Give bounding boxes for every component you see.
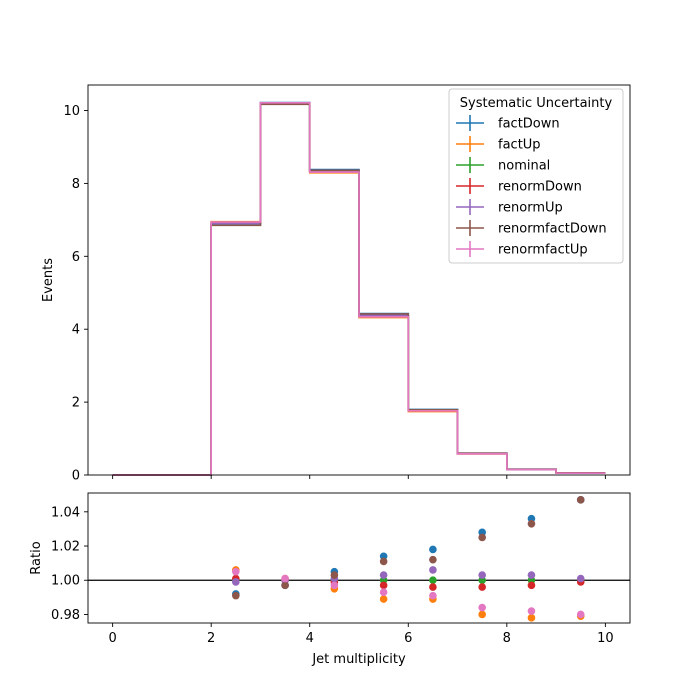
- main-panel: 0 2 4 6 8 10 Events Systematic Uncertainty factD…: [41, 84, 631, 484]
- ratio-point-renormfactUp: [527, 607, 536, 615]
- ratio-point-renormfactDown: [281, 581, 289, 590]
- ratio-point-factUp: [527, 614, 536, 622]
- ratio-ytick-label: 1.04: [51, 505, 80, 520]
- ratio-xtick-label: 6: [404, 631, 412, 646]
- legend: Systematic Uncertainty factDown factUp nomi…: [448, 88, 624, 264]
- histogram-step-renormfactUp: [112, 102, 606, 476]
- ratio-point-renormUp: [379, 571, 388, 579]
- ratio-xtick-label: 10: [597, 631, 614, 646]
- ratio-point-renormUp: [576, 574, 585, 583]
- legend-label-renormfactDown: renormfactDown: [498, 222, 607, 237]
- ratio-point-nominal: [429, 576, 437, 585]
- ratio-point-renormUp: [527, 571, 536, 579]
- ratio-point-renormfactDown: [379, 557, 388, 566]
- main-ytick-label: 8: [72, 177, 80, 192]
- legend-title: Systematic Uncertainty: [460, 96, 613, 111]
- ratio-point-renormDown: [379, 581, 388, 590]
- ratio-point-renormUp: [232, 578, 240, 586]
- main-axes-frame: [87, 84, 631, 476]
- ratio-ytick-label: 1.00: [51, 574, 80, 589]
- ratio-point-renormfactDown: [527, 519, 536, 528]
- ratio-point-renormfactUp: [576, 610, 585, 619]
- ratio-point-renormUp: [429, 566, 437, 574]
- main-ytick-label: 2: [72, 396, 80, 411]
- legend-label-factDown: factDown: [498, 117, 560, 132]
- ratio-point-renormDown: [429, 583, 437, 591]
- ratio-point-renormfactDown: [478, 533, 486, 542]
- ratio-panel: 0.98 1.00 1.02 1.04 0 2 4 6 8 10 Jet multiplicity R…: [29, 492, 631, 667]
- ratio-point-renormfactUp: [281, 574, 289, 583]
- ratio-axes-frame: [87, 492, 631, 624]
- legend-label-renormUp: renormUp: [498, 201, 563, 216]
- main-ylabel: Events: [41, 258, 56, 302]
- ratio-xtick-label: 0: [108, 631, 116, 646]
- main-ytick-label: 6: [72, 250, 80, 265]
- legend-label-factUp: factUp: [498, 138, 541, 153]
- ratio-point-renormUp: [478, 571, 486, 579]
- ratio-point-renormDown: [527, 581, 536, 590]
- ratio-xtick-label: 2: [207, 631, 215, 646]
- legend-label-renormfactUp: renormfactUp: [498, 243, 588, 258]
- ratio-point-renormDown: [478, 583, 486, 591]
- ratio-point-renormfactUp: [478, 603, 486, 612]
- ratio-point-renormfactUp: [429, 591, 437, 600]
- ratio-xtick-label: 8: [503, 631, 511, 646]
- ratio-point-factDown: [429, 545, 437, 554]
- ratio-xlabel: Jet multiplicity: [311, 652, 406, 667]
- legend-label-renormDown: renormDown: [498, 180, 582, 195]
- main-ytick-label: 4: [72, 323, 80, 338]
- ratio-point-renormfactUp: [232, 567, 240, 576]
- ratio-ytick-label: 0.98: [51, 608, 80, 623]
- main-ytick-label: 0: [72, 469, 80, 484]
- ratio-point-renormfactDown: [576, 496, 585, 504]
- ratio-ylabel: Ratio: [29, 541, 44, 574]
- ratio-point-renormfactDown: [330, 571, 339, 579]
- ratio-point-renormfactUp: [379, 588, 388, 597]
- ratio-point-renormfactDown: [232, 591, 240, 600]
- ratio-point-factUp: [379, 595, 388, 603]
- legend-label-nominal: nominal: [498, 159, 550, 174]
- ratio-point-renormfactUp: [330, 581, 339, 590]
- legend-box: [448, 88, 624, 264]
- ratio-point-factUp: [478, 610, 486, 619]
- ratio-point-renormfactDown: [429, 555, 437, 564]
- main-ytick-label: 10: [63, 104, 80, 119]
- ratio-xtick-label: 4: [306, 631, 314, 646]
- ratio-ytick-label: 1.02: [51, 540, 80, 555]
